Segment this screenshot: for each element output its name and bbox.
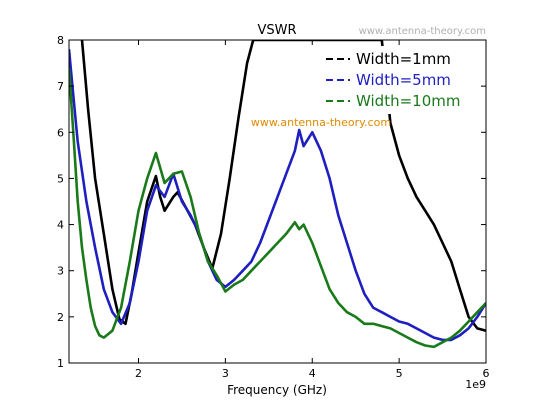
- x-tick-label: 4: [309, 367, 316, 380]
- x-tick-label: 5: [396, 367, 403, 380]
- x-offset-label: 1e9: [465, 378, 486, 391]
- y-tick-label: 2: [57, 311, 64, 324]
- watermark-center: www.antenna-theory.com: [251, 116, 391, 129]
- legend-label-1: Width=1mm: [356, 50, 451, 68]
- series-line-2: [69, 49, 486, 342]
- y-tick-label: 6: [57, 126, 64, 139]
- x-tick-label: 2: [135, 367, 142, 380]
- legend-label-2: Width=5mm: [356, 71, 451, 89]
- chart-title: VSWR: [257, 23, 296, 38]
- series-layer: [69, 40, 486, 349]
- ticks-layer: 2 3 4 5 6 1 2 3 4 5 6 7 8: [57, 34, 490, 380]
- x-tick-label: 6: [483, 367, 490, 380]
- y-tick-label: 3: [57, 265, 64, 278]
- x-tick-label: 3: [222, 367, 229, 380]
- series-line-3: [69, 67, 486, 349]
- y-tick-label: 4: [57, 219, 64, 232]
- y-tick-label: 8: [57, 34, 64, 47]
- x-axis-label: Frequency (GHz): [227, 383, 327, 397]
- plot-frame: [68, 39, 487, 364]
- watermark-top: www.antenna-theory.com: [359, 26, 486, 37]
- y-tick-label: 1: [57, 357, 64, 370]
- y-tick-label: 7: [57, 80, 64, 93]
- legend-label-3: Width=10mm: [356, 92, 460, 110]
- legend: Width=1mm Width=5mm Width=10mm: [322, 46, 480, 114]
- y-tick-label: 5: [57, 172, 64, 185]
